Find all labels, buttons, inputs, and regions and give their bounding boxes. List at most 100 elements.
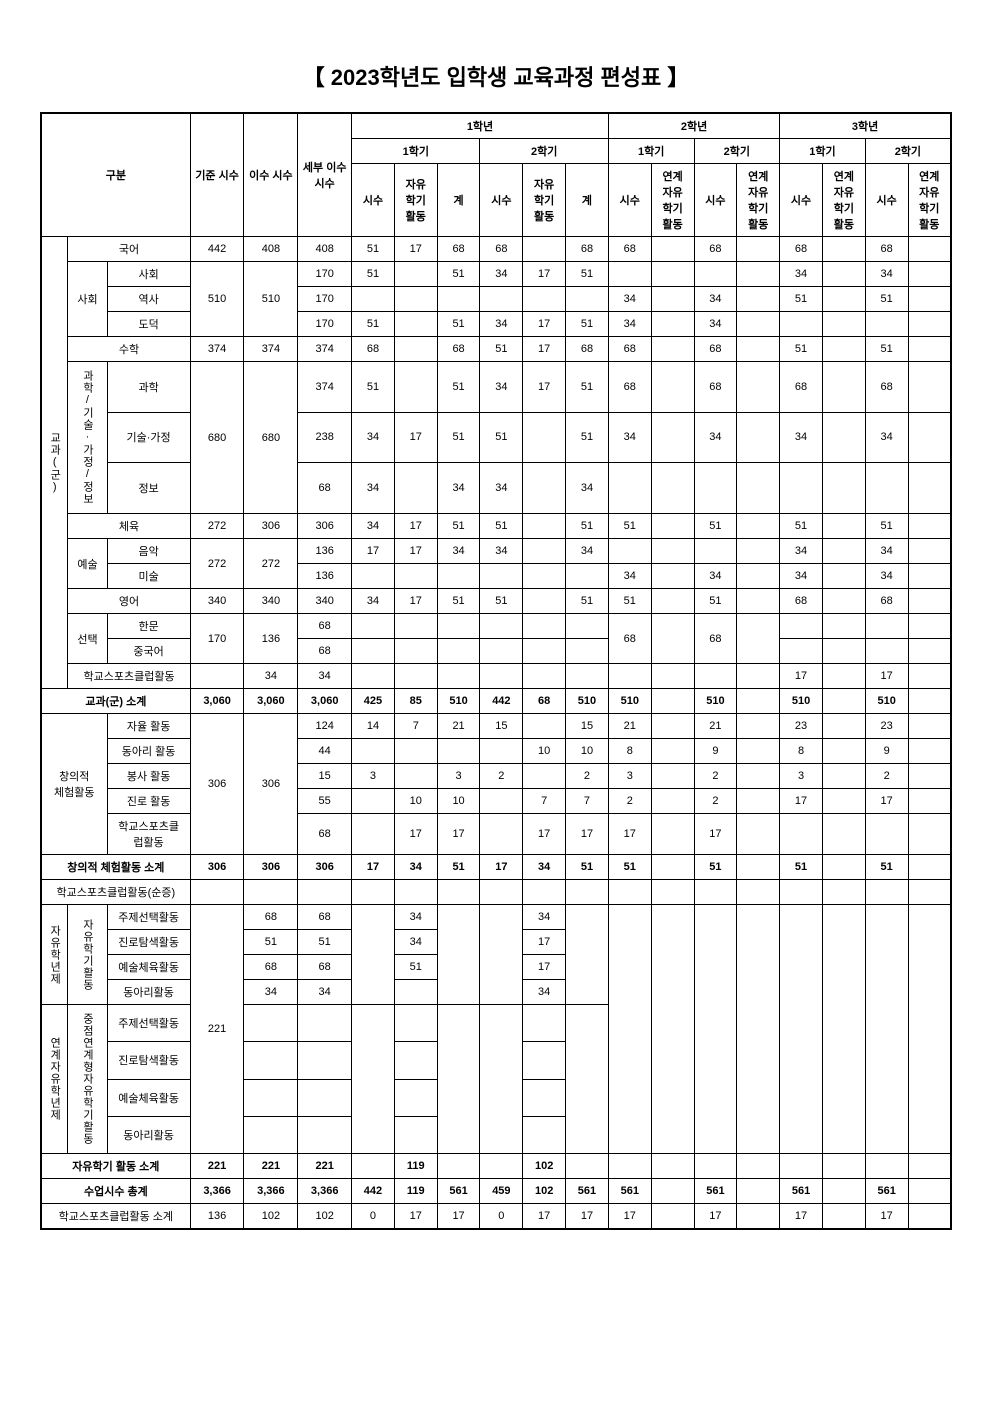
cell bbox=[737, 564, 780, 589]
cell: 17 bbox=[480, 855, 523, 880]
cell bbox=[651, 514, 694, 539]
cell: 34 bbox=[865, 262, 908, 287]
cell: 306 bbox=[244, 855, 298, 880]
cell: 7 bbox=[523, 789, 566, 814]
cell bbox=[352, 1005, 395, 1154]
cell bbox=[822, 905, 865, 1154]
free-career: 진로탐색활동 bbox=[107, 930, 190, 955]
cell bbox=[523, 539, 566, 564]
cell bbox=[865, 814, 908, 855]
cell: 306 bbox=[244, 714, 298, 855]
cell: 17 bbox=[394, 412, 437, 463]
cell: 17 bbox=[523, 362, 566, 413]
cell: 34 bbox=[480, 539, 523, 564]
hdr-y1s2: 2학기 bbox=[480, 139, 608, 164]
cell: 34 bbox=[480, 262, 523, 287]
cell: 374 bbox=[190, 337, 244, 362]
subj-history: 역사 bbox=[107, 287, 190, 312]
cell: 34 bbox=[480, 463, 523, 514]
cell: 51 bbox=[352, 262, 395, 287]
cell: 44 bbox=[298, 739, 352, 764]
cell bbox=[651, 880, 694, 905]
cell: 17 bbox=[694, 814, 737, 855]
cell bbox=[523, 664, 566, 689]
cell: 51 bbox=[437, 412, 480, 463]
cell bbox=[822, 1154, 865, 1179]
cell bbox=[608, 539, 651, 564]
cell: 51 bbox=[566, 412, 609, 463]
cell bbox=[737, 614, 780, 664]
cell: 34 bbox=[437, 463, 480, 514]
free-club: 동아리활동 bbox=[107, 980, 190, 1005]
cell: 102 bbox=[523, 1154, 566, 1179]
cell: 68 bbox=[566, 337, 609, 362]
cell bbox=[908, 539, 951, 564]
cell: 51 bbox=[352, 312, 395, 337]
cell bbox=[908, 905, 951, 1154]
cell: 510 bbox=[608, 689, 651, 714]
cell bbox=[394, 337, 437, 362]
cell bbox=[737, 262, 780, 287]
cell: 17 bbox=[865, 789, 908, 814]
cell: 17 bbox=[437, 814, 480, 855]
cell: 34 bbox=[780, 262, 823, 287]
cell: 34 bbox=[394, 930, 437, 955]
cell: 17 bbox=[523, 1204, 566, 1230]
cell: 34 bbox=[352, 589, 395, 614]
cell bbox=[651, 1154, 694, 1179]
cell bbox=[437, 1005, 480, 1154]
hdr-gubun: 구분 bbox=[41, 113, 190, 237]
cell bbox=[822, 614, 865, 639]
cell bbox=[352, 739, 395, 764]
cell: 51 bbox=[352, 362, 395, 413]
cell bbox=[480, 287, 523, 312]
cell: 221 bbox=[190, 1154, 244, 1179]
cell bbox=[523, 589, 566, 614]
subj-science: 과학 bbox=[107, 362, 190, 413]
cell: 8 bbox=[780, 739, 823, 764]
cell bbox=[822, 814, 865, 855]
cell bbox=[651, 237, 694, 262]
cell: 10 bbox=[566, 739, 609, 764]
subj-pe: 체육 bbox=[68, 514, 190, 539]
cell bbox=[651, 689, 694, 714]
cell bbox=[737, 1204, 780, 1230]
hdr-std: 기준 시수 bbox=[190, 113, 244, 237]
cell: 17 bbox=[523, 930, 566, 955]
cell bbox=[352, 287, 395, 312]
cell bbox=[190, 880, 244, 905]
cell: 68 bbox=[298, 639, 352, 664]
cell: 408 bbox=[244, 237, 298, 262]
cell: 272 bbox=[190, 514, 244, 539]
cell bbox=[865, 312, 908, 337]
cell: 68 bbox=[437, 337, 480, 362]
cell: 17 bbox=[865, 664, 908, 689]
cell bbox=[480, 564, 523, 589]
cell: 34 bbox=[780, 412, 823, 463]
cell: 306 bbox=[298, 514, 352, 539]
cell bbox=[394, 1079, 437, 1116]
cell bbox=[780, 639, 823, 664]
cell bbox=[822, 689, 865, 714]
cell bbox=[737, 814, 780, 855]
cell bbox=[908, 855, 951, 880]
subj-korean: 국어 bbox=[68, 237, 190, 262]
cell: 68 bbox=[780, 362, 823, 413]
cell bbox=[822, 514, 865, 539]
cell: 306 bbox=[190, 855, 244, 880]
cell bbox=[566, 905, 609, 1005]
cell bbox=[480, 814, 523, 855]
cell: 68 bbox=[694, 362, 737, 413]
cell bbox=[651, 789, 694, 814]
cell: 23 bbox=[865, 714, 908, 739]
cell: 51 bbox=[437, 312, 480, 337]
cell: 34 bbox=[244, 980, 298, 1005]
hdr-sisu: 시수 bbox=[352, 164, 395, 237]
cell bbox=[908, 287, 951, 312]
free-topic: 주제선택활동 bbox=[107, 905, 190, 930]
cell: 68 bbox=[298, 463, 352, 514]
cell bbox=[480, 905, 523, 1005]
cell: 68 bbox=[298, 905, 352, 930]
cell bbox=[822, 539, 865, 564]
cell bbox=[822, 714, 865, 739]
